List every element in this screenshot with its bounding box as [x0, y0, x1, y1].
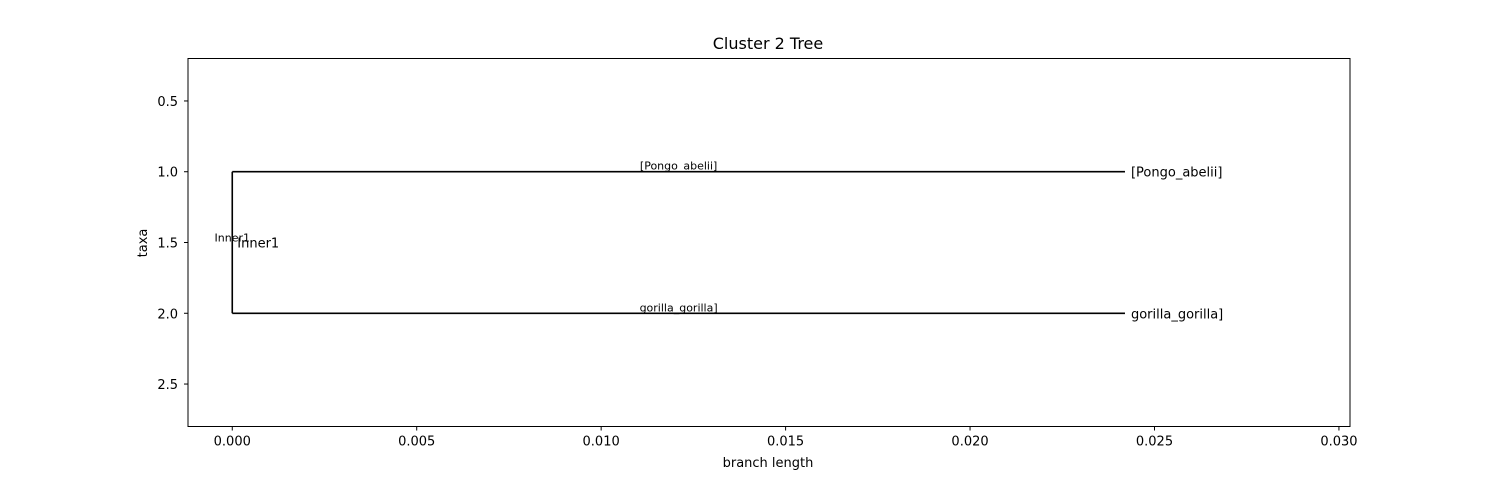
x-tick-label: 0.000 — [214, 435, 251, 450]
y-tick-label: 1.5 — [157, 237, 178, 252]
branch-label: gorilla_gorilla] — [640, 301, 718, 314]
y-axis-label: taxa — [136, 229, 151, 258]
node-labels: [Pongo_abelii] [Pongo_abelii] gorilla_gori… — [215, 160, 1224, 323]
x-tick-label: 0.030 — [1320, 435, 1357, 450]
y-tick-label: 1.0 — [157, 166, 178, 181]
x-tick-label: 0.010 — [583, 435, 620, 450]
leaf-label: gorilla_gorilla] — [1131, 307, 1223, 322]
y-axis-ticks: 0.5 1.0 1.5 2.0 2.5 — [157, 95, 188, 393]
y-tick-label: 0.5 — [157, 95, 178, 110]
inner-clade-label: Inner1 — [215, 232, 250, 245]
y-tick-label: 2.0 — [157, 307, 178, 322]
chart-title: Cluster 2 Tree — [713, 34, 823, 53]
x-axis-ticks: 0.000 0.005 0.010 0.015 0.020 0.025 0.030 — [214, 426, 1358, 450]
x-tick-label: 0.025 — [1136, 435, 1173, 450]
tree-branches — [231, 170, 1125, 315]
x-axis-label: branch length — [723, 456, 814, 471]
plot-frame — [187, 58, 1351, 427]
leaf-label: [Pongo_abelii] — [1131, 166, 1222, 181]
x-tick-label: 0.005 — [398, 435, 435, 450]
inner-node-label: Inner1 — [237, 237, 279, 252]
branch-label: [Pongo_abelii] — [640, 160, 717, 173]
y-tick-label: 2.5 — [157, 378, 178, 393]
x-tick-label: 0.020 — [951, 435, 988, 450]
x-tick-label: 0.015 — [767, 435, 804, 450]
